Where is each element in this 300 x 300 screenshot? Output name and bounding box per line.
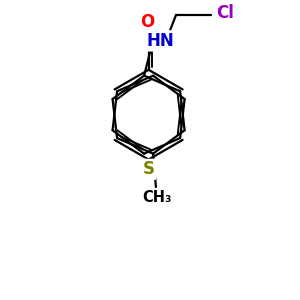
Text: O: O bbox=[140, 13, 154, 31]
Text: Cl: Cl bbox=[217, 4, 234, 22]
Text: HN: HN bbox=[146, 32, 174, 50]
Text: S: S bbox=[142, 160, 154, 178]
Text: CH₃: CH₃ bbox=[142, 190, 172, 205]
